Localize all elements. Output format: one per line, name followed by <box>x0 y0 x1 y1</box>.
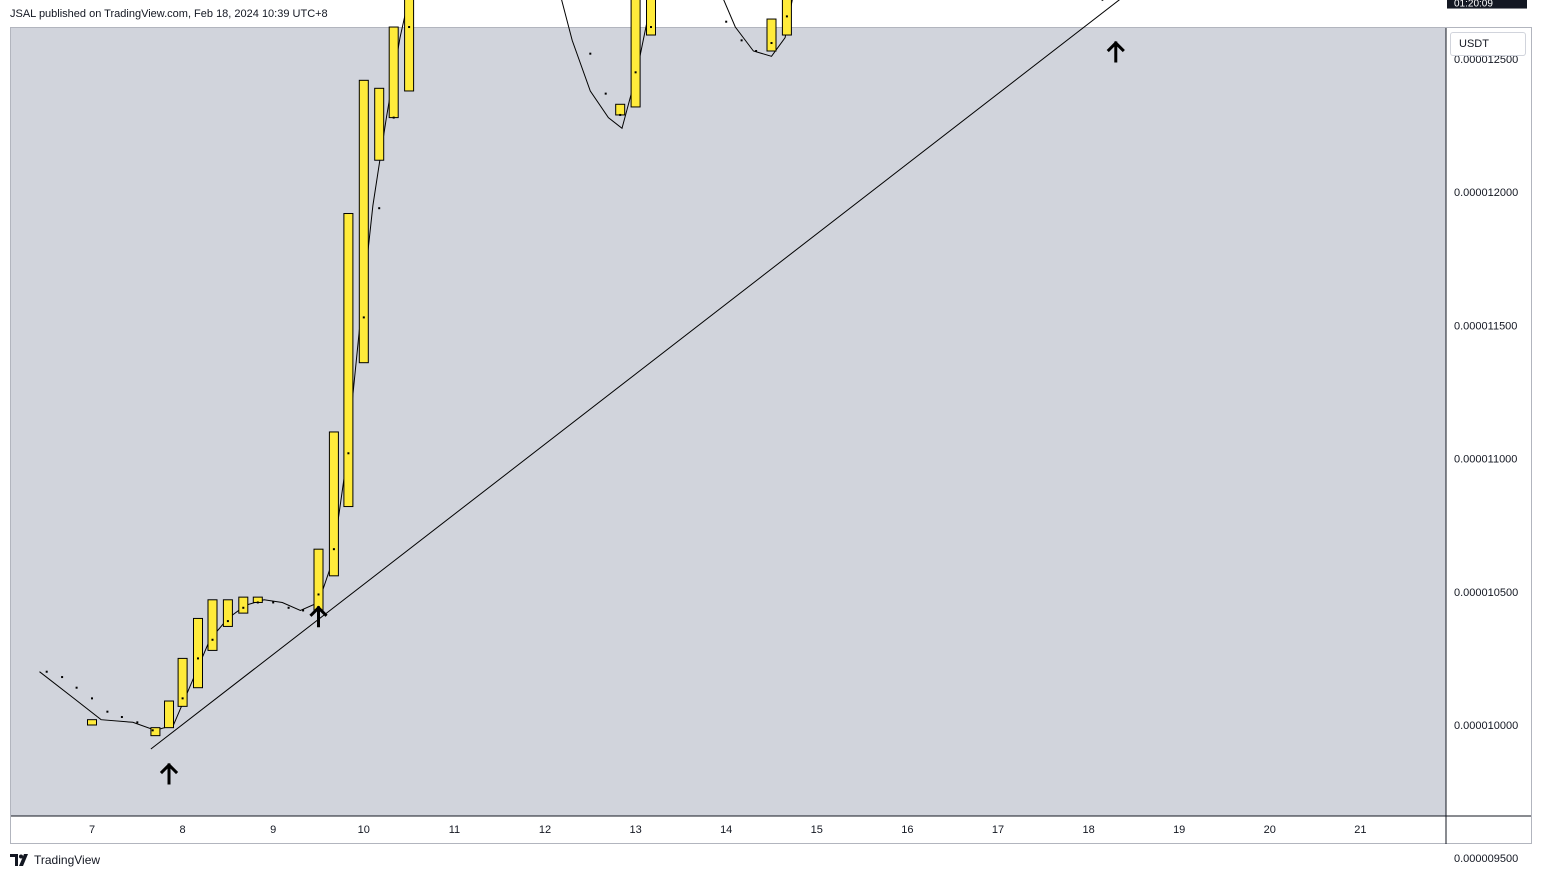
indicator-dot <box>785 15 788 18</box>
candle <box>404 0 415 92</box>
candle <box>87 719 97 726</box>
date-tick-label: 15 <box>811 824 823 836</box>
indicator-dot <box>378 207 381 210</box>
up-arrow-icon <box>309 605 328 628</box>
candle <box>313 548 324 611</box>
candle <box>358 79 369 364</box>
time-axis: 7 8 9 10 11 12 13 14 15 16 17 18 19 20 21 <box>11 815 1531 836</box>
price-axis: 0.000009500 0.000010000 0.000010500 0.00001… <box>1445 28 1518 865</box>
indicator-dot <box>392 116 395 119</box>
candle <box>222 599 233 627</box>
candle <box>238 596 249 614</box>
indicator-dot <box>302 609 305 612</box>
indicator-dot <box>272 601 275 604</box>
date-tick-label: 21 <box>1354 824 1366 836</box>
price-tick-label: 0.000011500 <box>1454 320 1517 332</box>
moving-average-layer <box>39 0 1104 731</box>
indicator-dot <box>242 606 245 609</box>
candle <box>630 0 641 108</box>
indicator-dot <box>181 697 184 700</box>
countdown-label: 01:20:09 <box>1454 0 1493 10</box>
price-tick-label: 0.000009500 <box>1454 853 1518 865</box>
price-tick-label: 0.000012000 <box>1454 187 1518 199</box>
date-tick-label: 7 <box>89 824 95 836</box>
up-arrow-icon <box>1106 40 1125 63</box>
indicator-dot <box>75 686 78 689</box>
indicator-dot <box>725 20 728 23</box>
date-tick-label: 17 <box>992 824 1004 836</box>
date-tick-label: 8 <box>180 824 186 836</box>
tradingview-logo-icon <box>10 854 28 866</box>
candle <box>328 431 339 577</box>
currency-selector[interactable]: USDT <box>1450 32 1526 56</box>
candle <box>177 657 188 707</box>
candle <box>150 727 161 737</box>
indicator-dot <box>740 39 743 42</box>
date-tick-label: 9 <box>270 824 276 836</box>
indicator-dot <box>197 657 200 660</box>
publish-header: JSAL published on TradingView.com, Feb 1… <box>10 8 328 20</box>
date-tick-label: 19 <box>1173 824 1185 836</box>
price-tick-label: 0.000010500 <box>1454 587 1518 599</box>
footer-brand[interactable]: TradingView <box>10 853 100 867</box>
price-tick-label: 0.000012500 <box>1454 54 1518 66</box>
indicator-dot <box>589 52 592 55</box>
indicator-dot <box>136 721 139 724</box>
indicator-dot <box>770 42 773 45</box>
indicator-dot <box>619 113 622 116</box>
indicator-dot <box>120 716 123 719</box>
candle <box>343 213 354 508</box>
moving-average-line <box>39 0 1104 731</box>
date-tick-label: 10 <box>358 824 370 836</box>
indicator-dot <box>61 676 64 679</box>
date-tick-label: 20 <box>1264 824 1276 836</box>
candles-layer <box>87 0 792 737</box>
candle <box>388 26 399 119</box>
indicator-dot <box>634 71 637 74</box>
candle <box>646 0 657 36</box>
up-arrow-icon <box>159 762 179 785</box>
candle <box>164 700 175 729</box>
countdown-badge <box>1447 0 1527 9</box>
footer-brand-label: TradingView <box>34 853 101 867</box>
indicator-dot <box>317 593 320 596</box>
indicator-dot <box>650 26 653 29</box>
trendline-layer <box>150 0 1120 750</box>
date-tick-label: 13 <box>629 824 641 836</box>
date-tick-label: 11 <box>449 824 460 836</box>
arrows-layer <box>159 40 1125 785</box>
candle <box>615 103 626 116</box>
indicator-dot <box>362 316 365 319</box>
candle <box>781 0 792 36</box>
date-tick-label: 14 <box>720 824 732 836</box>
indicator-dot <box>91 697 93 700</box>
indicator-dot <box>604 92 607 95</box>
indicator-dot <box>211 638 214 641</box>
candle <box>766 18 777 52</box>
plot-background <box>11 28 1446 816</box>
candle <box>374 87 385 161</box>
price-tick-label: 0.000010000 <box>1454 720 1518 732</box>
last-price-layer: 0.00001275701:20:09 <box>1447 0 1527 10</box>
indicator-dot <box>332 548 335 551</box>
indicator-dot <box>287 606 290 609</box>
indicator-dot <box>151 729 154 732</box>
indicator-dot <box>347 452 350 455</box>
candle <box>193 617 204 689</box>
indicator-dot <box>755 50 758 53</box>
indicator-dot <box>45 670 48 673</box>
indicator-dot <box>256 601 259 604</box>
date-tick-label: 18 <box>1082 824 1094 836</box>
indicator-dot <box>106 710 109 713</box>
dots-layer <box>45 15 788 732</box>
date-tick-label: 16 <box>901 824 913 836</box>
price-tick-label: 0.000011000 <box>1454 454 1517 466</box>
indicator-dot <box>408 26 411 29</box>
date-tick-label: 12 <box>539 824 551 836</box>
indicator-dot <box>226 620 229 623</box>
candle <box>207 599 218 651</box>
ascending-trendline <box>150 0 1120 750</box>
